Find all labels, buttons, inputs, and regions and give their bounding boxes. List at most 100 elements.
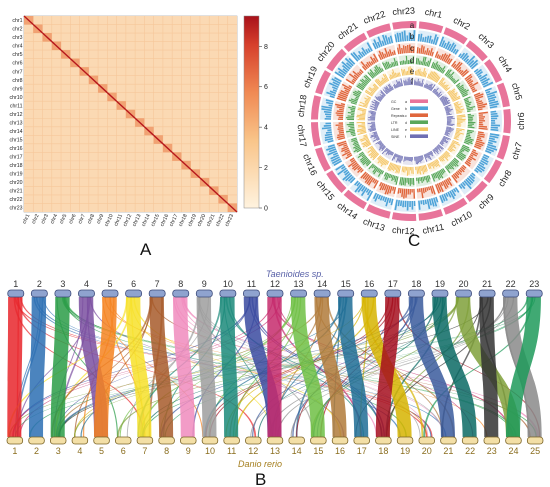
circos-track-bar [411, 35, 413, 42]
circos-track-bar [440, 96, 447, 101]
circos-track-bar [444, 166, 451, 174]
circos-track-bar [388, 174, 392, 179]
circos-track-bar [356, 72, 361, 76]
circos-track-bar [357, 131, 367, 136]
circos-track-bar [439, 78, 445, 86]
circos-track-bar [366, 95, 372, 99]
circos-track-bar [370, 126, 376, 129]
circos-track-bar [372, 131, 377, 134]
circos-track-bar [456, 127, 465, 131]
circos-track-bar [407, 78, 409, 86]
circos-track-bar [448, 90, 455, 96]
circos-track-bar [455, 108, 465, 112]
circos-track-bar [490, 112, 498, 116]
circos-track-bar [464, 138, 473, 143]
circos-track-bar [352, 91, 361, 97]
circos-track-bar [453, 102, 459, 106]
circos-track-bar [351, 80, 356, 84]
heatmap-y-label: chr12 [10, 112, 23, 118]
circos-track-bar [429, 47, 433, 56]
circos-track-bar [443, 193, 448, 201]
circos-track-bar [424, 61, 428, 67]
heatmap-y-label: chr16 [10, 146, 23, 152]
circos-track-bar [325, 122, 332, 125]
circos-track-bar [335, 163, 345, 171]
circos-track-bar [381, 94, 385, 98]
circos-track-bar [442, 137, 447, 140]
synteny-ribbon [94, 297, 152, 437]
bottom-chromosome-label: 23 [487, 446, 497, 456]
bottom-chromosome-block [526, 436, 544, 445]
circos-track-bar [441, 97, 449, 103]
heatmap-diagonal-line [116, 100, 127, 111]
circos-track-bar [452, 139, 459, 144]
circos-track-bar [416, 78, 419, 86]
circos-track-bar [333, 160, 343, 167]
circos-track-bar [446, 178, 453, 187]
circos-track-bar [444, 104, 452, 108]
circos-track-bar [432, 89, 437, 93]
circos-track-bar [391, 86, 394, 90]
circos-track-bar [371, 114, 376, 116]
circos-track-bar [467, 121, 476, 124]
circos-track-bar [454, 49, 459, 55]
circos-track-bar [422, 37, 425, 42]
circos-track-bar [364, 102, 369, 105]
circos-track-bar [421, 165, 425, 175]
circos-ideogram-segment [496, 135, 510, 160]
circos-track-bar [490, 115, 499, 118]
circos-track-bar [370, 108, 377, 111]
circos-track-bar [478, 111, 488, 115]
circos-track-bar [325, 131, 332, 134]
bottom-chromosome-block [396, 436, 414, 445]
circos-track-bar [441, 155, 445, 159]
circos-track-bar [476, 100, 483, 104]
circos-track-bar [381, 170, 384, 175]
circos-track-bar [441, 53, 447, 61]
synteny-ribbon [13, 297, 145, 437]
bottom-chromosome-label: 19 [400, 446, 410, 456]
circos-track-bar [356, 121, 366, 124]
circos-track-bar [338, 129, 344, 132]
circos-track-bar [373, 179, 378, 184]
circos-track-bar [422, 199, 425, 205]
circos-track-bar [371, 115, 376, 117]
circos-track-bar [439, 53, 444, 61]
circos-track-bar [347, 111, 355, 114]
circos-track-bar [341, 61, 351, 70]
circos-track-bar [451, 189, 457, 197]
circos-track-bar [406, 81, 408, 86]
circos-track-bar [331, 158, 341, 165]
circos-track-bar [350, 101, 357, 105]
circos-track-bar [327, 144, 335, 148]
top-chromosome-block [101, 289, 119, 298]
circos-track-bar [327, 129, 332, 132]
circos-track-bar [434, 91, 438, 95]
circos-track-bar [429, 185, 434, 194]
circos-track-bar [337, 67, 347, 75]
circos-track-bar [439, 96, 445, 101]
synteny-ribbon [296, 297, 394, 437]
circos-track-bar [467, 110, 471, 113]
circos-track-bar [394, 175, 398, 183]
circos-track-bar [490, 110, 497, 113]
circos-track-bar [384, 62, 388, 70]
circos-track-bar [388, 150, 392, 156]
circos-track-bar [396, 154, 399, 158]
circos-track-bar [435, 172, 441, 180]
circos-ideogram-segment [465, 40, 488, 62]
circos-track-bar [444, 69, 450, 76]
circos-track-bar [373, 180, 379, 189]
circos-track-bar [323, 124, 332, 127]
circos-track-bar [452, 173, 458, 179]
bottom-chromosome-label: 24 [508, 446, 518, 456]
circos-track-bar [352, 134, 356, 137]
circos-track-bar [381, 77, 386, 84]
circos-track-bar [380, 96, 384, 99]
circos-track-bar [394, 199, 398, 211]
circos-track-bar [371, 123, 376, 125]
circos-track-bar [353, 74, 359, 79]
bottom-chromosomes: 1 2 3 4 5 6 7 8 9 10 11 12 13 14 15 16 17 18 19 20 21 22 23 24 2… [6, 436, 544, 456]
circos-track-bar [455, 171, 460, 176]
circos-track-bar [419, 33, 423, 42]
